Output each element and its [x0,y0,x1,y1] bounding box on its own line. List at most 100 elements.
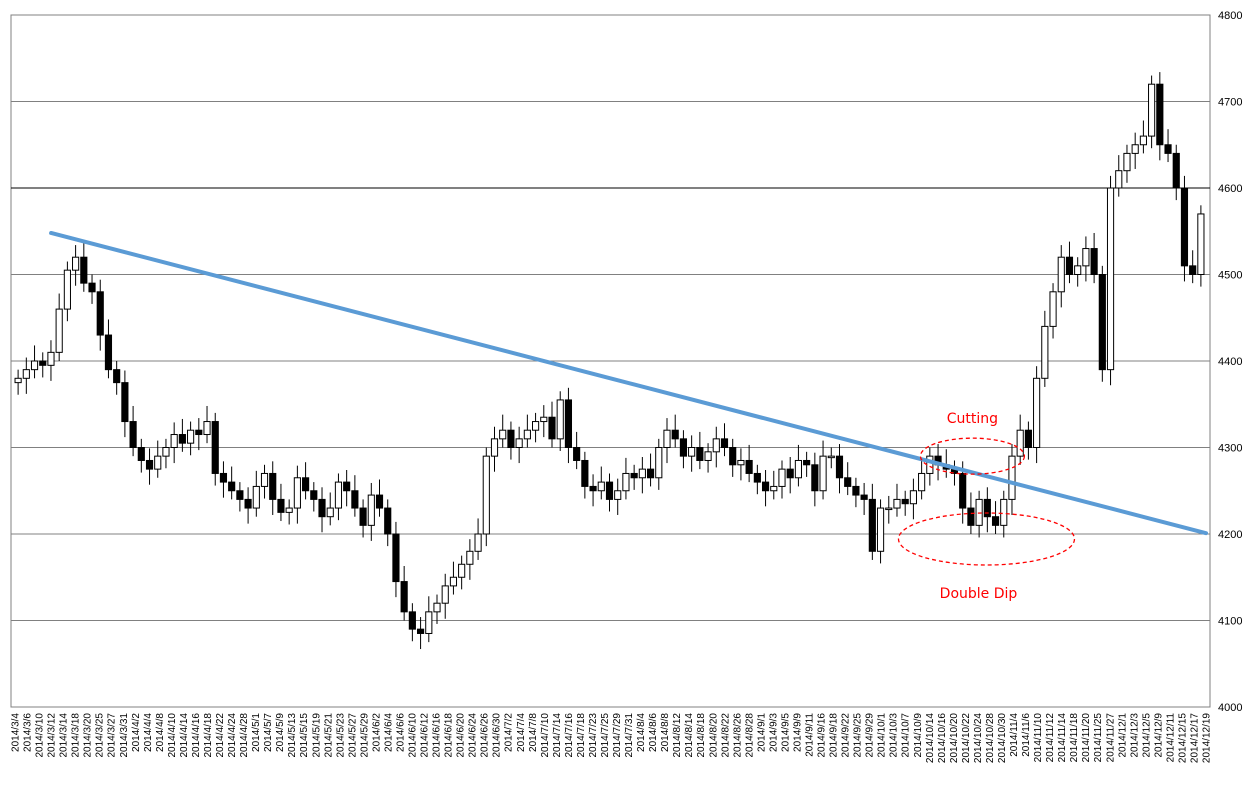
candle-body [252,485,260,509]
annotations-layer: Cutting Double Dip [897,411,1076,602]
candle-body [589,485,597,492]
x-tick-label: 2014/10/28 [985,713,996,763]
candle-body [819,455,827,492]
x-tick-label: 2014/5/23 [335,713,346,758]
candle-body [688,447,696,457]
x-tick-label: 2014/7/14 [552,713,563,758]
candle-body [1057,256,1065,293]
candle-body [827,455,835,459]
candle-body [1131,144,1139,154]
candle-body [162,447,170,457]
x-tick-label: 2014/11/6 [1021,713,1032,757]
x-tick-label: 2014/3/31 [119,713,130,758]
candle-body [967,507,975,526]
x-tick-label: 2014/4/18 [203,713,214,758]
candle-body [228,481,236,492]
candle-body [417,628,425,634]
candle-body [507,429,515,449]
x-tick-label: 2014/8/28 [744,713,755,758]
candle-body [605,481,614,500]
candle-body [219,472,228,483]
x-tick-label: 2014/3/12 [47,713,58,758]
candle-body [564,399,573,448]
double-dip-label: Double Dip [940,586,1018,602]
x-tick-label: 2014/6/18 [444,713,455,758]
x-tick-label: 2014/11/27 [1105,713,1116,763]
candle-body [285,507,293,513]
candle-body [326,507,334,518]
candle-body [39,360,47,366]
candle-body [540,416,548,423]
x-tick-label: 2014/5/19 [311,713,322,758]
candle-body [203,421,211,436]
x-tick-label: 2014/7/2 [504,713,515,752]
candle-body [433,602,441,613]
candle-body [852,485,860,496]
x-tick-label: 2014/10/9 [913,713,924,758]
candle-body [523,429,531,440]
candle-body [893,498,901,509]
candle-body [646,468,655,479]
x-tick-label: 2014/9/9 [792,713,803,752]
x-tick-label: 2014/5/21 [323,713,334,758]
candle-body [211,421,219,474]
candles [14,72,1205,650]
candle-body [1156,83,1164,146]
candle-body [1139,135,1147,146]
trendline [49,230,1208,536]
candle-body [375,494,384,509]
x-tick-label: 2014/9/16 [817,713,828,758]
candle-body [1049,291,1057,327]
candle-body [1016,429,1024,457]
x-tick-label: 2014/3/14 [59,713,70,758]
x-tick-label: 2014/5/1 [251,713,262,752]
candle-body [178,434,186,444]
candle-body [277,498,285,513]
candle-body [909,490,917,505]
x-tick-label: 2014/7/29 [612,713,623,758]
x-axis-labels: 2014/3/4 2014/3/6 2014/3/10 2014/3/12 2014/3… [11,713,1213,763]
x-tick-label: 2014/9/22 [841,713,852,758]
x-tick-label: 2014/6/16 [432,713,443,758]
candle-body [72,256,80,271]
x-tick-label: 2014/5/15 [299,713,310,758]
candle-body [614,490,622,500]
x-tick-label: 2014/6/6 [395,713,406,752]
candle-body [318,498,326,518]
candle-body [679,438,688,457]
candle-body [236,490,244,500]
x-tick-label: 2014/5/27 [347,713,358,758]
x-tick-label: 2014/6/20 [456,713,467,758]
candle-body [408,611,416,630]
candle-body [384,507,392,535]
x-tick-label: 2014/9/1 [756,713,767,752]
x-tick-label: 2014/12/9 [1153,713,1164,758]
candle-body [712,438,720,453]
x-tick-label: 2014/4/2 [131,713,142,752]
x-tick-label: 2014/3/10 [35,713,46,758]
candle-body [425,611,433,634]
candle-body [1065,256,1074,276]
x-tick-label: 2014/8/6 [648,713,659,752]
candle-body [260,472,269,487]
candle-body [671,429,679,440]
x-tick-label: 2014/11/25 [1093,713,1104,763]
candle-body [104,334,113,371]
candle-body [1090,248,1098,276]
x-tick-label: 2014/4/16 [191,713,202,758]
x-tick-label: 2014/7/16 [564,713,575,758]
candle-body [663,429,671,449]
candle-body [474,533,482,552]
candle-body [367,494,375,526]
x-tick-label: 2014/12/15 [1177,713,1188,763]
y-tick-label: 4400 [1218,356,1242,368]
x-tick-label: 2014/6/12 [420,713,431,758]
x-tick-label: 2014/8/4 [636,713,647,752]
x-tick-label: 2014/7/18 [576,713,587,758]
x-tick-label: 2014/12/17 [1189,713,1200,763]
candle-body [1033,377,1041,448]
x-tick-label: 2014/10/7 [901,713,912,758]
candle-body [696,447,704,461]
candle-body [195,429,203,436]
x-tick-label: 2014/7/8 [528,713,539,752]
